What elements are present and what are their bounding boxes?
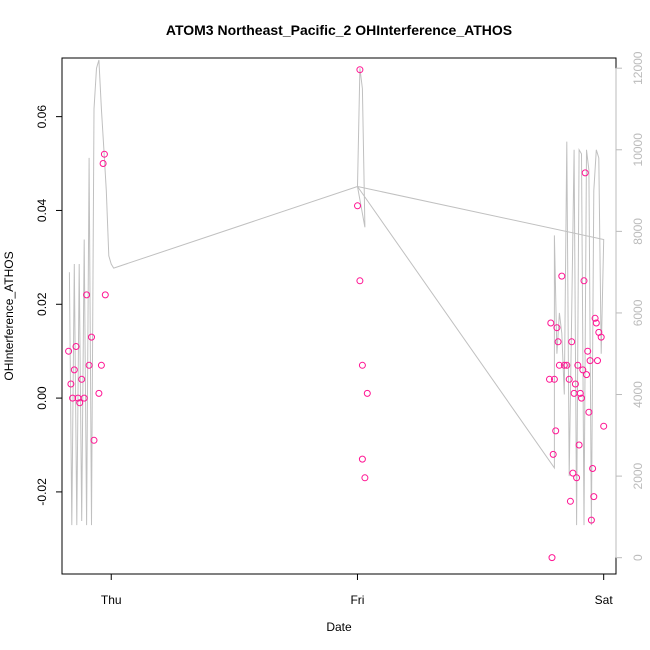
data-point [600, 422, 608, 430]
data-point [566, 497, 574, 505]
data-point [85, 361, 93, 369]
x-tick-label: Thu [101, 593, 122, 607]
left-tick-label: -0.02 [35, 478, 49, 506]
data-point [70, 366, 78, 374]
data-point [597, 333, 605, 341]
right-tick-label: 8000 [631, 218, 645, 245]
data-point [579, 366, 587, 374]
data-point [67, 380, 75, 388]
data-point [99, 160, 107, 167]
data-point [97, 361, 105, 369]
data-point [583, 371, 590, 379]
right-y-axis: 0 2000 4000 6000 8000 10000 12000 [615, 51, 645, 561]
data-point [555, 361, 563, 369]
data-point [546, 375, 553, 383]
left-y-axis: -0.02 0.00 0.02 0.04 0.06 [35, 105, 63, 506]
altitude-line [68, 59, 605, 526]
data-point [589, 465, 597, 472]
right-tick-label: 0 [631, 554, 645, 561]
data-point [83, 291, 91, 299]
data-point [354, 202, 361, 210]
x-tick-label: Sat [595, 593, 614, 607]
data-point [574, 361, 582, 369]
data-point [363, 389, 371, 397]
x-axis-label: Date [326, 620, 352, 634]
data-point [586, 357, 594, 365]
data-point [580, 277, 588, 285]
data-point [563, 361, 571, 369]
data-point [95, 389, 103, 397]
data-point [584, 347, 592, 355]
data-point [80, 394, 88, 402]
left-tick-label: 0.06 [35, 105, 49, 129]
data-point [550, 375, 558, 383]
y-axis-label: OHInterference_ATHOS [2, 251, 16, 380]
data-point [88, 333, 95, 341]
data-point [553, 324, 561, 332]
data-point [560, 361, 568, 369]
data-point [549, 450, 557, 458]
data-point [569, 469, 577, 477]
data-point [568, 338, 576, 346]
data-point [358, 455, 366, 463]
data-point [585, 408, 593, 416]
right-tick-label: 2000 [631, 462, 645, 489]
data-point [581, 169, 589, 177]
data-point [590, 493, 598, 501]
data-point [356, 277, 364, 285]
data-point [554, 338, 562, 346]
data-point [578, 394, 585, 402]
altitude-line-layer [68, 59, 605, 526]
data-point [100, 150, 108, 158]
data-point [594, 357, 601, 365]
data-point [65, 347, 73, 355]
left-tick-label: 0.04 [35, 198, 49, 222]
x-axis: Thu Fri Sat [101, 573, 614, 607]
data-point [565, 375, 573, 383]
right-tick-label: 6000 [631, 299, 645, 326]
data-point [548, 554, 556, 562]
data-point [558, 272, 566, 280]
data-point [90, 436, 98, 444]
data-point [358, 361, 366, 369]
data-point [72, 343, 80, 350]
x-tick-label: Fri [350, 593, 364, 607]
right-tick-label: 4000 [631, 381, 645, 408]
data-point [575, 441, 583, 449]
data-point [78, 375, 86, 383]
data-point [69, 394, 77, 402]
data-point [573, 474, 581, 482]
data-point [591, 314, 599, 322]
data-point [361, 474, 369, 482]
data-point [576, 389, 584, 397]
data-point [592, 319, 600, 327]
data-point [547, 319, 555, 327]
right-tick-label: 10000 [631, 133, 645, 167]
left-tick-label: 0.00 [35, 386, 49, 410]
data-point [356, 66, 364, 74]
right-tick-label: 12000 [631, 51, 645, 85]
scatter-points-layer [65, 66, 608, 562]
data-point [552, 427, 560, 435]
chart-title: ATOM3 Northeast_Pacific_2 OHInterference… [166, 22, 512, 38]
left-tick-label: 0.02 [35, 292, 49, 316]
data-point [76, 399, 84, 407]
data-point [101, 291, 109, 299]
data-point [587, 516, 595, 524]
data-point [571, 380, 579, 388]
